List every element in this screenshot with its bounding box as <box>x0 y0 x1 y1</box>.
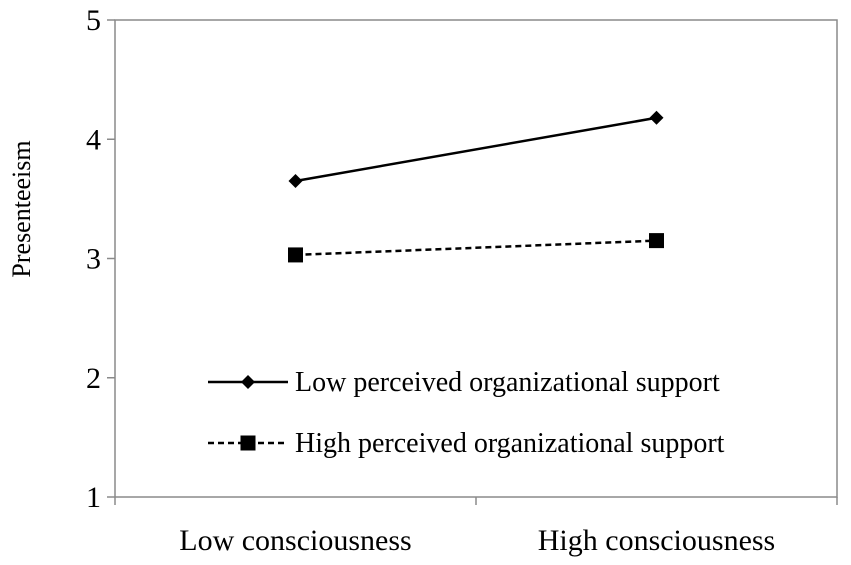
x-axis-ticks: Low consciousness High consciousness <box>114 497 838 557</box>
y-tick-label: 2 <box>86 362 101 395</box>
data-point <box>288 173 303 188</box>
legend-label: Low perceived organizational support <box>295 367 720 398</box>
legend-item: Low perceived organizational support <box>208 367 720 398</box>
y-axis-ticks: 1 2 3 4 5 <box>86 4 115 514</box>
series-line <box>295 239 657 257</box>
y-tick-label: 5 <box>86 4 101 37</box>
legend-marker <box>241 375 255 389</box>
legend: Low perceived organizational support High… <box>208 367 725 459</box>
legend-marker <box>240 435 256 451</box>
x-tick-label: Low consciousness <box>179 524 411 557</box>
y-axis-label: Presenteeism <box>7 140 36 277</box>
y-tick-label: 3 <box>86 243 101 276</box>
series-line <box>295 116 657 183</box>
series-1 <box>288 110 664 188</box>
plot-area <box>114 19 838 498</box>
series-layer <box>288 110 664 263</box>
y-tick-label: 1 <box>86 481 101 514</box>
data-point <box>288 247 303 263</box>
data-point <box>649 233 664 249</box>
series-2 <box>288 233 664 263</box>
x-tick-label: High consciousness <box>538 524 775 557</box>
y-tick-label: 4 <box>86 123 101 156</box>
data-point <box>649 110 664 125</box>
legend-item: High perceived organizational support <box>208 428 725 459</box>
legend-label: High perceived organizational support <box>295 428 725 459</box>
